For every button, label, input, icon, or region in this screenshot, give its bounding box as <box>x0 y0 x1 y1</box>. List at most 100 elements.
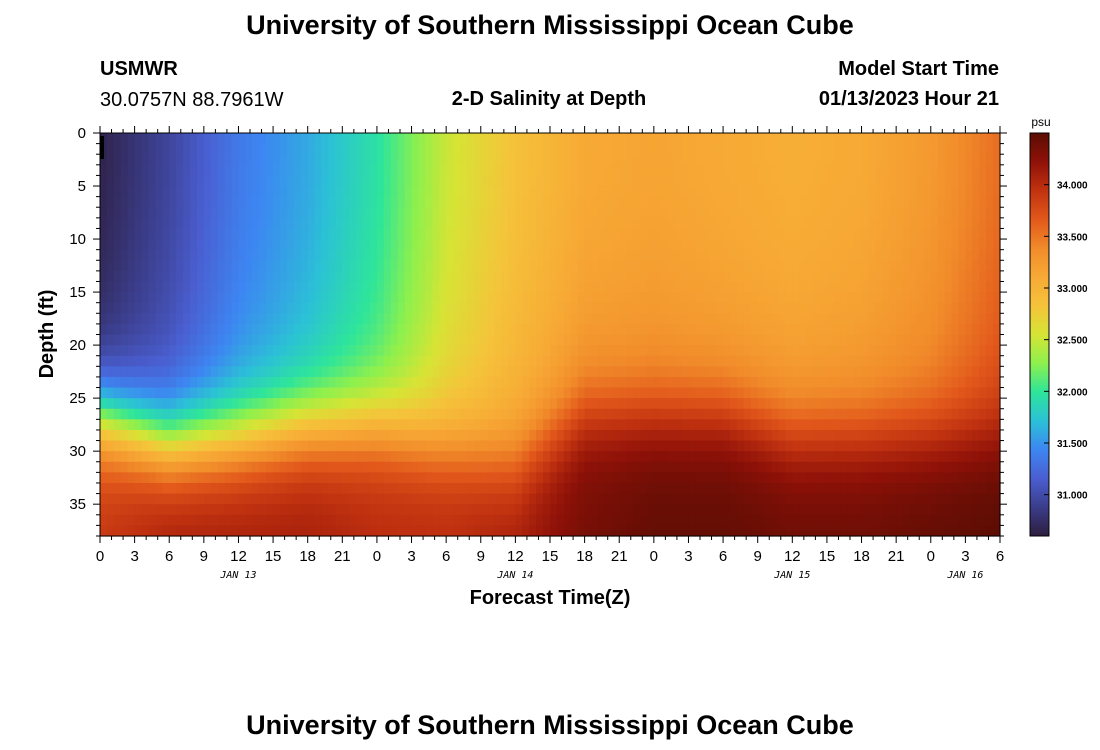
heatmap-cell <box>411 270 420 283</box>
heatmap-cell <box>979 323 987 336</box>
heatmap-cell <box>196 387 205 399</box>
heatmap-cell <box>813 472 821 484</box>
heatmap-cell <box>307 313 316 325</box>
heatmap-cell <box>813 323 821 336</box>
heatmap-cell <box>252 429 260 442</box>
heatmap-cell <box>868 387 876 399</box>
heatmap-cell <box>370 270 378 283</box>
heatmap-cell <box>342 493 350 505</box>
heatmap-cell <box>840 175 849 187</box>
heatmap-cell <box>556 398 565 410</box>
heatmap-cell <box>432 440 440 452</box>
heatmap-cell <box>806 355 814 367</box>
heatmap-cell <box>370 302 378 314</box>
heatmap-cell <box>432 249 440 261</box>
heatmap-cell <box>612 472 620 484</box>
heatmap-cell <box>979 313 987 325</box>
heatmap-cell <box>487 323 496 336</box>
heatmap-cell <box>266 525 274 537</box>
heatmap-cell <box>397 239 406 251</box>
heatmap-cell <box>633 440 641 452</box>
heatmap-cell <box>556 186 565 198</box>
heatmap-cell <box>681 175 690 187</box>
heatmap-cell <box>750 387 759 399</box>
heatmap-cell <box>397 313 406 325</box>
heatmap-cell <box>806 482 814 495</box>
heatmap-cell <box>598 302 606 314</box>
heatmap-cell <box>155 408 163 420</box>
heatmap-cell <box>736 270 745 283</box>
heatmap-cell <box>965 133 973 145</box>
heatmap-cell <box>840 239 849 251</box>
heatmap-cell <box>626 292 634 304</box>
heatmap-cell <box>570 429 579 442</box>
heatmap-cell <box>286 175 295 187</box>
heatmap-cell <box>605 228 613 240</box>
heatmap-cell <box>473 302 482 314</box>
heatmap-cell <box>162 228 170 240</box>
heatmap-cell <box>813 440 821 452</box>
heatmap-cell <box>148 345 156 357</box>
heatmap-cell <box>743 504 752 516</box>
heatmap-cell <box>792 482 800 495</box>
heatmap-cell <box>293 164 302 177</box>
heatmap-cell <box>356 249 364 261</box>
heatmap-cell <box>231 186 240 198</box>
heatmap-cell <box>390 164 399 177</box>
heatmap-cell <box>466 207 475 219</box>
heatmap-cell <box>868 249 876 261</box>
heatmap-cell <box>757 451 766 463</box>
heatmap-cell <box>612 196 620 208</box>
heatmap-cell <box>273 270 281 283</box>
heatmap-cell <box>958 398 966 410</box>
heatmap-cell <box>771 175 780 187</box>
heatmap-cell <box>903 175 911 187</box>
heatmap-cell <box>183 419 191 431</box>
heatmap-cell <box>584 217 593 230</box>
heatmap-cell <box>626 186 634 198</box>
heatmap-cell <box>570 366 579 378</box>
heatmap-cell <box>127 239 136 251</box>
heatmap-cell <box>806 270 814 283</box>
heatmap-cell <box>986 345 994 357</box>
heatmap-cell <box>646 323 655 336</box>
heatmap-cell <box>203 429 212 442</box>
heatmap-cell <box>376 270 385 283</box>
heatmap-cell <box>196 345 205 357</box>
heatmap-cell <box>141 207 150 219</box>
heatmap-cell <box>605 440 613 452</box>
heatmap-cell <box>224 461 233 473</box>
heatmap-cell <box>730 376 738 389</box>
heatmap-cell <box>799 472 807 484</box>
heatmap-cell <box>951 493 960 505</box>
heatmap-cell <box>979 419 987 431</box>
heatmap-cell <box>702 143 710 155</box>
heatmap-cell <box>238 154 246 166</box>
heatmap-cell <box>432 376 440 389</box>
heatmap-cell <box>314 207 323 219</box>
heatmap-cell <box>328 133 336 145</box>
heatmap-cell <box>515 387 523 399</box>
heatmap-cell <box>190 323 198 336</box>
heatmap-cell <box>390 270 399 283</box>
heatmap-cell <box>591 196 600 208</box>
heatmap-cell <box>515 451 523 463</box>
heatmap-cell <box>473 514 482 526</box>
heatmap-cell <box>127 313 136 325</box>
heatmap-cell <box>425 228 433 240</box>
heatmap-cell <box>439 281 447 293</box>
heatmap-cell <box>397 514 406 526</box>
heatmap-cell <box>141 408 150 420</box>
heatmap-cell <box>487 217 496 230</box>
heatmap-cell <box>148 143 156 155</box>
heatmap-cell <box>826 493 835 505</box>
heatmap-cell <box>169 249 177 261</box>
heatmap-cell <box>937 260 946 272</box>
heatmap-cell <box>792 270 800 283</box>
heatmap-cell <box>633 196 641 208</box>
heatmap-cell <box>875 260 883 272</box>
heatmap-cell <box>681 440 690 452</box>
heatmap-cell <box>743 164 752 177</box>
heatmap-cell <box>370 472 378 484</box>
heatmap-cell <box>321 270 330 283</box>
